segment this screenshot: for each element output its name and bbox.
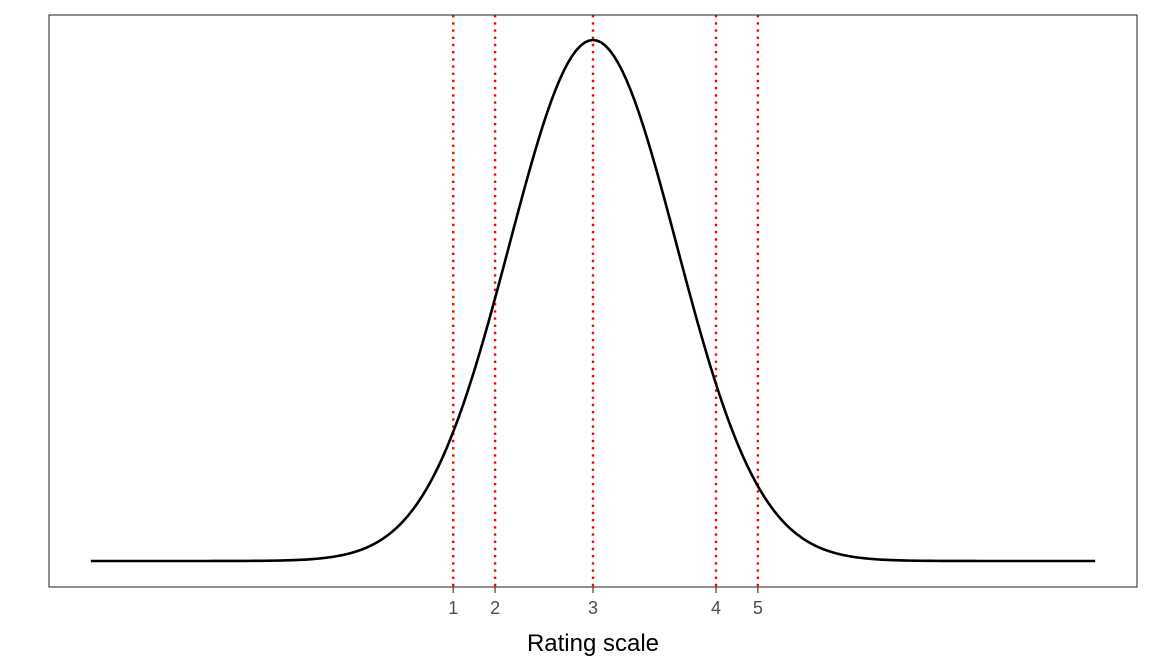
density-curve [90,38,1096,563]
x-tick-label-5: 5 [753,598,763,618]
curve-layer [90,38,1096,563]
threshold-lines [452,15,760,587]
x-tick-label-3: 3 [588,598,598,618]
x-tick-label-2: 2 [490,598,500,618]
x-tick-label-1: 1 [448,598,458,618]
x-axis-title: Rating scale [527,630,659,657]
x-tick-label-4: 4 [711,598,721,618]
x-axis: 1 2 3 4 5 [448,587,763,618]
